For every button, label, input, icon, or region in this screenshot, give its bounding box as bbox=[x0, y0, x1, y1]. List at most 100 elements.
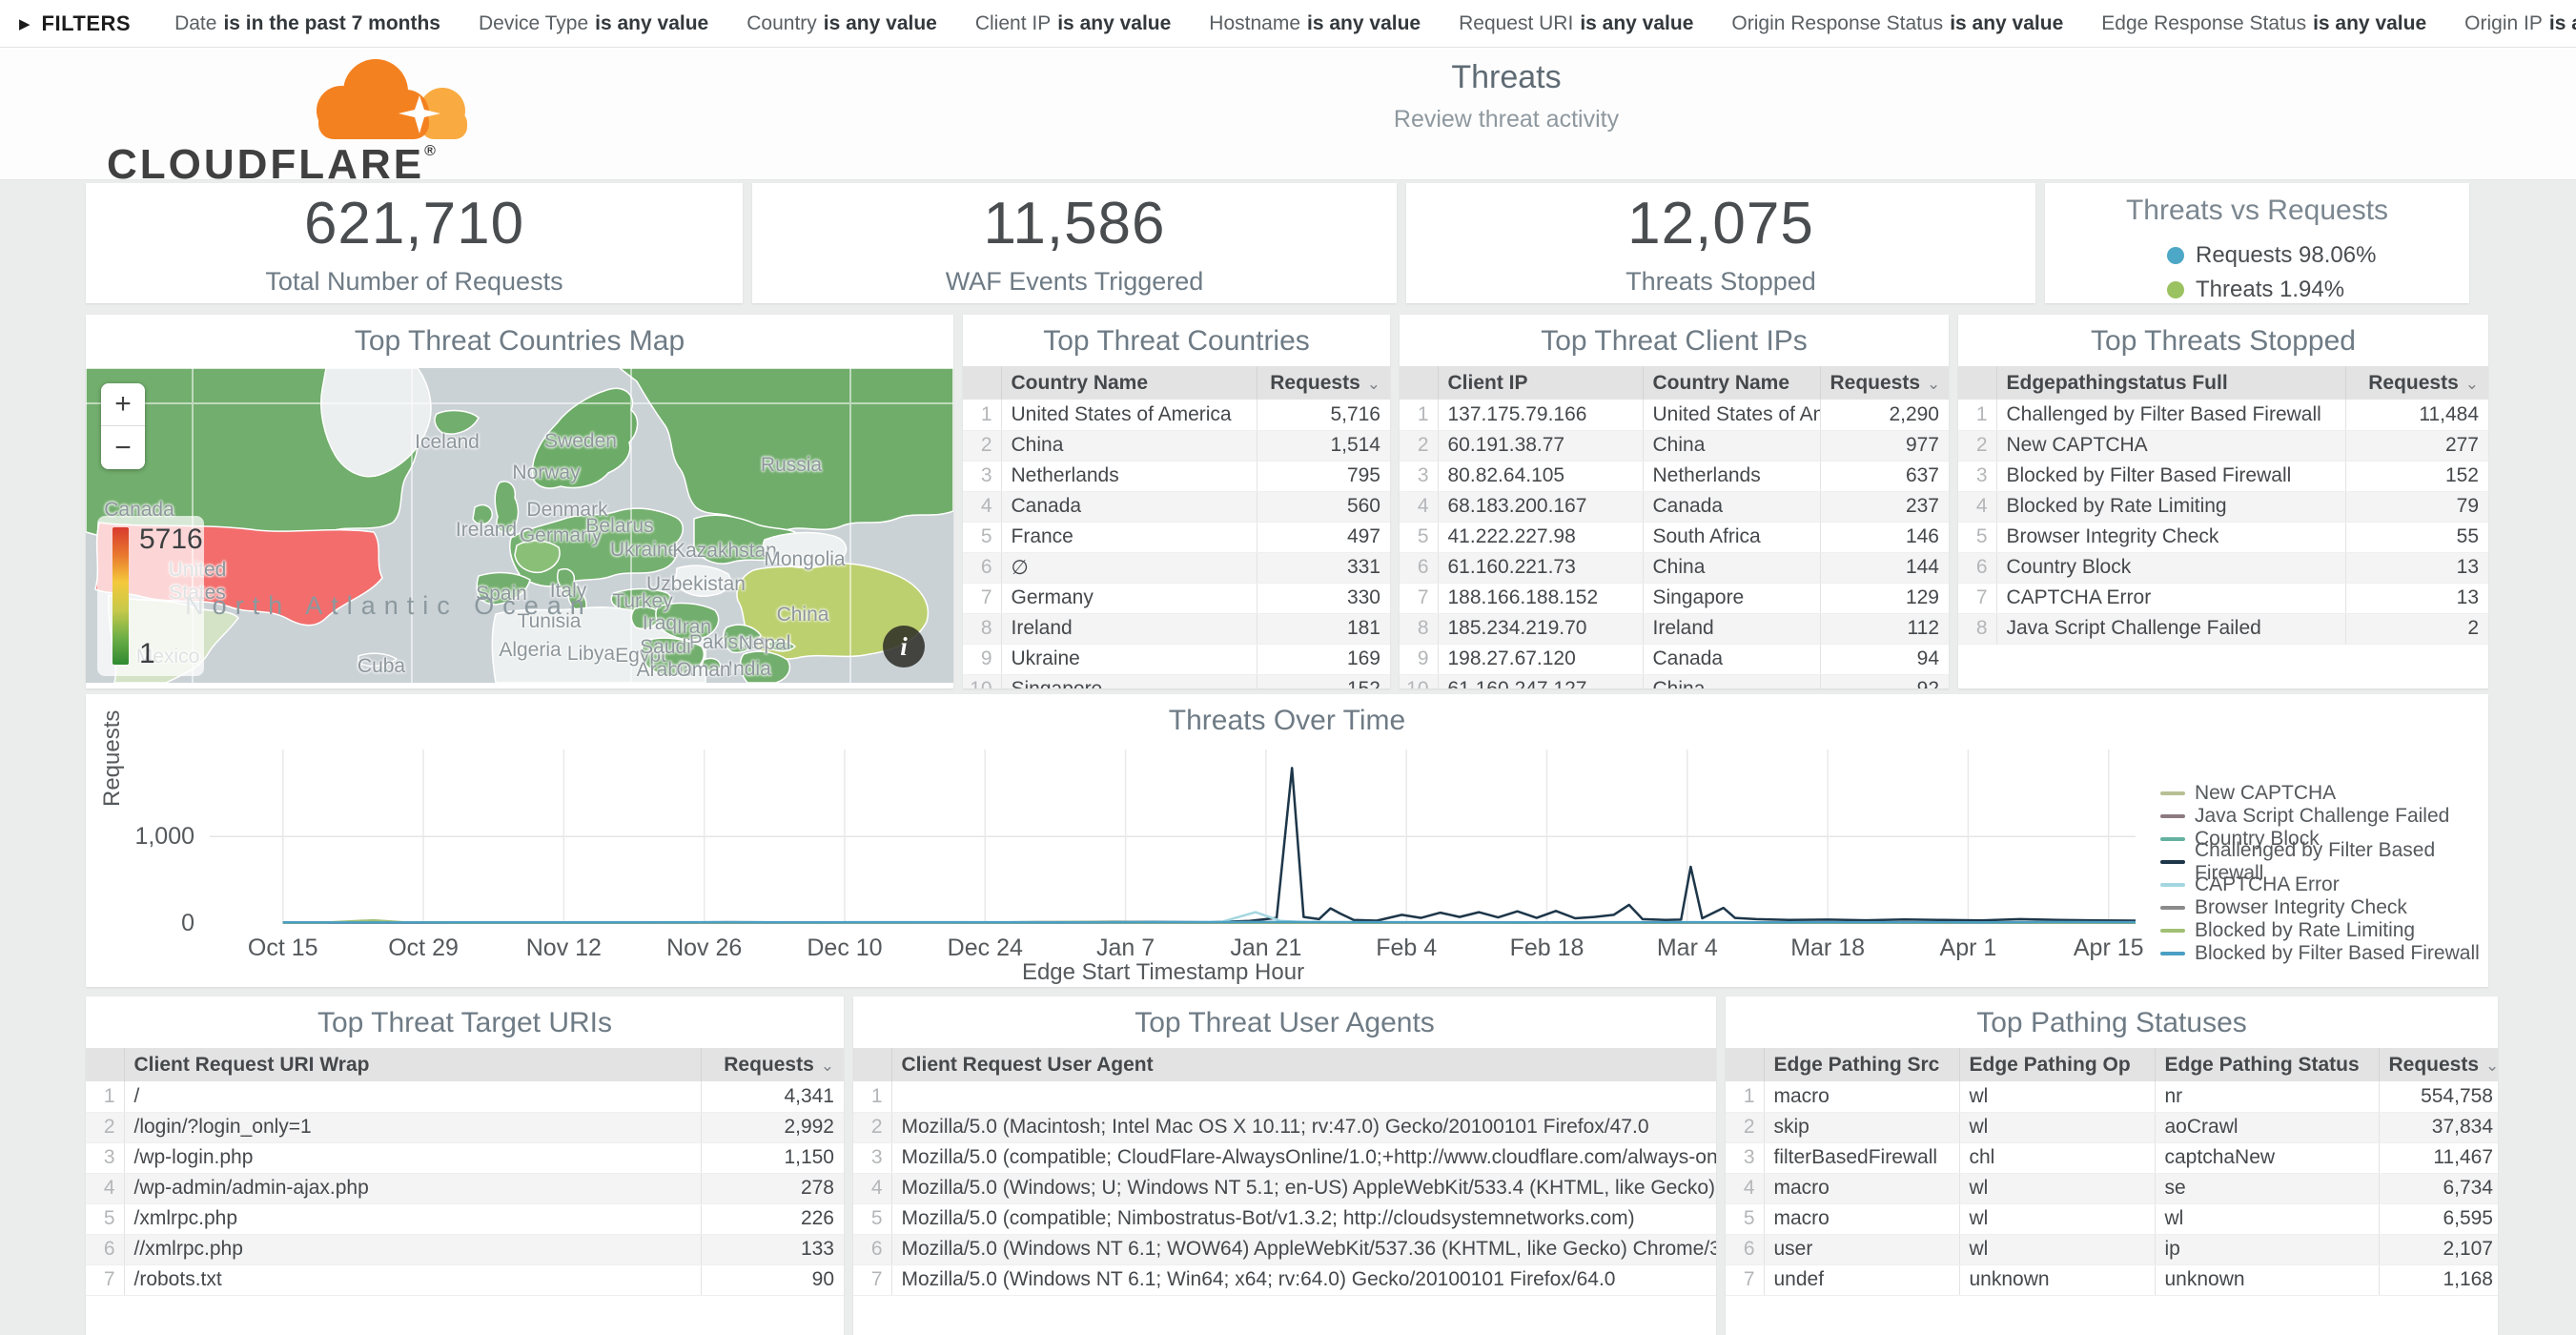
table-cell: undef bbox=[1763, 1264, 1959, 1296]
map-zoom-in-button[interactable]: + bbox=[101, 383, 145, 426]
chart-legend-item[interactable]: Country Block bbox=[2160, 828, 2488, 851]
table-cell: 4,341 bbox=[700, 1081, 844, 1113]
svg-text:Apr 15: Apr 15 bbox=[2074, 934, 2144, 961]
stat-label: WAF Events Triggered bbox=[945, 267, 1204, 296]
table-row: 5 41.222.227.98 South Africa 146 bbox=[1400, 522, 1949, 553]
table-cell: 277 bbox=[2344, 430, 2488, 462]
panel-title: Top Threats Stopped bbox=[2091, 325, 2356, 357]
map-country-label: Libya bbox=[566, 642, 616, 665]
table-cell: 13 bbox=[2344, 552, 2488, 584]
filters-toggle[interactable]: ▶ FILTERS bbox=[19, 11, 131, 36]
row-number-header bbox=[963, 366, 1001, 400]
table-cell: 146 bbox=[1819, 522, 1949, 553]
table-cell: unknown bbox=[1958, 1264, 2155, 1296]
svg-text:Mar 18: Mar 18 bbox=[1790, 934, 1865, 961]
chart-legend-item[interactable]: Blocked by Filter Based Firewall bbox=[2160, 942, 2488, 965]
column-header[interactable]: Edge Pathing Src bbox=[1763, 1048, 1959, 1081]
map-country-label: Algeria bbox=[499, 638, 562, 661]
table-cell: 92 bbox=[1819, 674, 1949, 688]
chart-legend-item[interactable]: CAPTCHA Error bbox=[2160, 873, 2488, 896]
table-row: 2 China 1,514 bbox=[963, 430, 1390, 462]
chart-legend-item[interactable]: New CAPTCHA bbox=[2160, 782, 2488, 805]
column-header[interactable]: Requests ⌄ bbox=[2378, 1048, 2498, 1081]
table-cell: 2 bbox=[2344, 613, 2488, 645]
map-country-label: Norway bbox=[512, 461, 581, 483]
table-cell: wl bbox=[2154, 1203, 2379, 1235]
chart-legend-item[interactable]: Browser Integrity Check bbox=[2160, 896, 2488, 919]
panel-title: Top Threat Countries bbox=[1043, 325, 1310, 357]
column-header[interactable]: Edge Pathing Op bbox=[1958, 1048, 2155, 1081]
table-cell: /wp-login.php bbox=[123, 1142, 701, 1174]
panel-title: Top Threat Target URIs bbox=[317, 1007, 613, 1038]
column-header[interactable]: Client Request User Agent bbox=[890, 1048, 1716, 1081]
panel-title: Top Pathing Statuses bbox=[1976, 1007, 2247, 1038]
chart-legend-item[interactable]: Blocked by Rate Limiting bbox=[2160, 919, 2488, 942]
table-cell: 137.175.79.166 bbox=[1437, 400, 1643, 431]
table-row: 3 80.82.64.105 Netherlands 637 bbox=[1400, 461, 1949, 492]
table-cell: 90 bbox=[700, 1264, 844, 1296]
map-info-button[interactable]: i bbox=[883, 626, 925, 668]
column-header[interactable]: Client Request URI Wrap bbox=[123, 1048, 701, 1081]
sort-chevron-icon: ⌄ bbox=[2464, 374, 2479, 393]
column-header[interactable]: Requests ⌄ bbox=[700, 1048, 844, 1081]
map-country-label: Belarus bbox=[585, 514, 654, 537]
table-cell: macro bbox=[1763, 1173, 1959, 1204]
table-cell: 80.82.64.105 bbox=[1437, 461, 1643, 492]
table-cell: 129 bbox=[1819, 583, 1949, 614]
column-header[interactable]: Edge Pathing Status bbox=[2154, 1048, 2379, 1081]
filter-chip[interactable]: Origin Response Status is any value bbox=[1731, 11, 2064, 34]
stat-threats-stopped: 12,075 Threats Stopped bbox=[1406, 183, 2035, 303]
world-map[interactable]: CanadaUnited StatesMexicoCubaIcelandSwed… bbox=[86, 367, 953, 684]
filter-chip[interactable]: Device Type is any value bbox=[478, 11, 709, 34]
table-cell: wl bbox=[1958, 1112, 2155, 1143]
table-cell: 152 bbox=[2344, 461, 2488, 492]
table-row: 2 60.191.38.77 China 977 bbox=[1400, 430, 1949, 462]
filter-chip[interactable]: Client IP is any value bbox=[974, 11, 1172, 34]
cloudflare-logo: CLOUDFLARE® bbox=[107, 53, 488, 188]
table-cell: Canada bbox=[1642, 491, 1820, 523]
map-zoom-out-button[interactable]: − bbox=[101, 426, 145, 469]
stat-label: Total Number of Requests bbox=[265, 267, 563, 296]
table-cell: 41.222.227.98 bbox=[1437, 522, 1643, 553]
column-header[interactable]: Requests ⌄ bbox=[1256, 366, 1390, 400]
table-row: 8 185.234.219.70 Ireland 112 bbox=[1400, 613, 1949, 645]
table-cell: 112 bbox=[1819, 613, 1949, 645]
column-header[interactable]: Edgepathingstatus Full bbox=[1995, 366, 2345, 400]
filter-chip[interactable]: Edge Response Status is any value bbox=[2101, 11, 2427, 34]
table-cell: Java Script Challenge Failed bbox=[1995, 613, 2345, 645]
chart-legend-item[interactable]: Challenged by Filter Based Firewall bbox=[2160, 839, 2488, 884]
chart-legend-item[interactable]: Java Script Challenge Failed bbox=[2160, 805, 2488, 828]
svg-text:Nov 12: Nov 12 bbox=[526, 934, 602, 961]
column-header[interactable]: Country Name bbox=[1642, 366, 1820, 400]
column-header[interactable]: Client IP bbox=[1437, 366, 1643, 400]
filter-chip[interactable]: Hostname is any value bbox=[1209, 11, 1421, 34]
filter-chip-list: Date is in the past 7 months Device Type is… bbox=[174, 12, 2576, 35]
map-country-label: Canada bbox=[104, 498, 174, 521]
table-cell: South Africa bbox=[1642, 522, 1820, 553]
filter-chip[interactable]: Country is any value bbox=[746, 11, 937, 34]
table-row: 4/wp-admin/admin-ajax.php 278 bbox=[86, 1173, 844, 1204]
table-cell: aoCrawl bbox=[2154, 1112, 2379, 1143]
map-zoom-control: + − bbox=[101, 383, 145, 469]
legend-line-swatch bbox=[2160, 837, 2185, 841]
legend-line-swatch bbox=[2160, 791, 2185, 795]
sort-chevron-icon: ⌄ bbox=[1927, 374, 1941, 393]
filter-chip[interactable]: Date is in the past 7 months bbox=[174, 11, 440, 34]
table-row: 6 user wl ip 2,107 bbox=[1726, 1234, 2498, 1265]
legend-item-requests[interactable]: Requests 98.06% bbox=[2167, 242, 2469, 269]
table-cell: /login/?login_only=1 bbox=[123, 1112, 701, 1143]
column-header[interactable]: Country Name bbox=[1000, 366, 1257, 400]
legend-item-threats[interactable]: Threats 1.94% bbox=[2167, 277, 2469, 303]
column-header[interactable]: Requests ⌄ bbox=[1819, 366, 1949, 400]
table-cell: / bbox=[123, 1081, 701, 1113]
svg-text:Oct 29: Oct 29 bbox=[388, 934, 459, 961]
table-cell: 330 bbox=[1256, 583, 1390, 614]
table-row: 1/4,341 bbox=[86, 1081, 844, 1113]
filter-chip[interactable]: Request URI is any value bbox=[1459, 11, 1694, 34]
map-country-label: Pakistan bbox=[688, 630, 767, 653]
chart-x-axis-label: Edge Start Timestamp Hour bbox=[1021, 959, 1305, 985]
column-header[interactable]: Requests ⌄ bbox=[2344, 366, 2488, 400]
legend-line-swatch bbox=[2160, 906, 2185, 910]
